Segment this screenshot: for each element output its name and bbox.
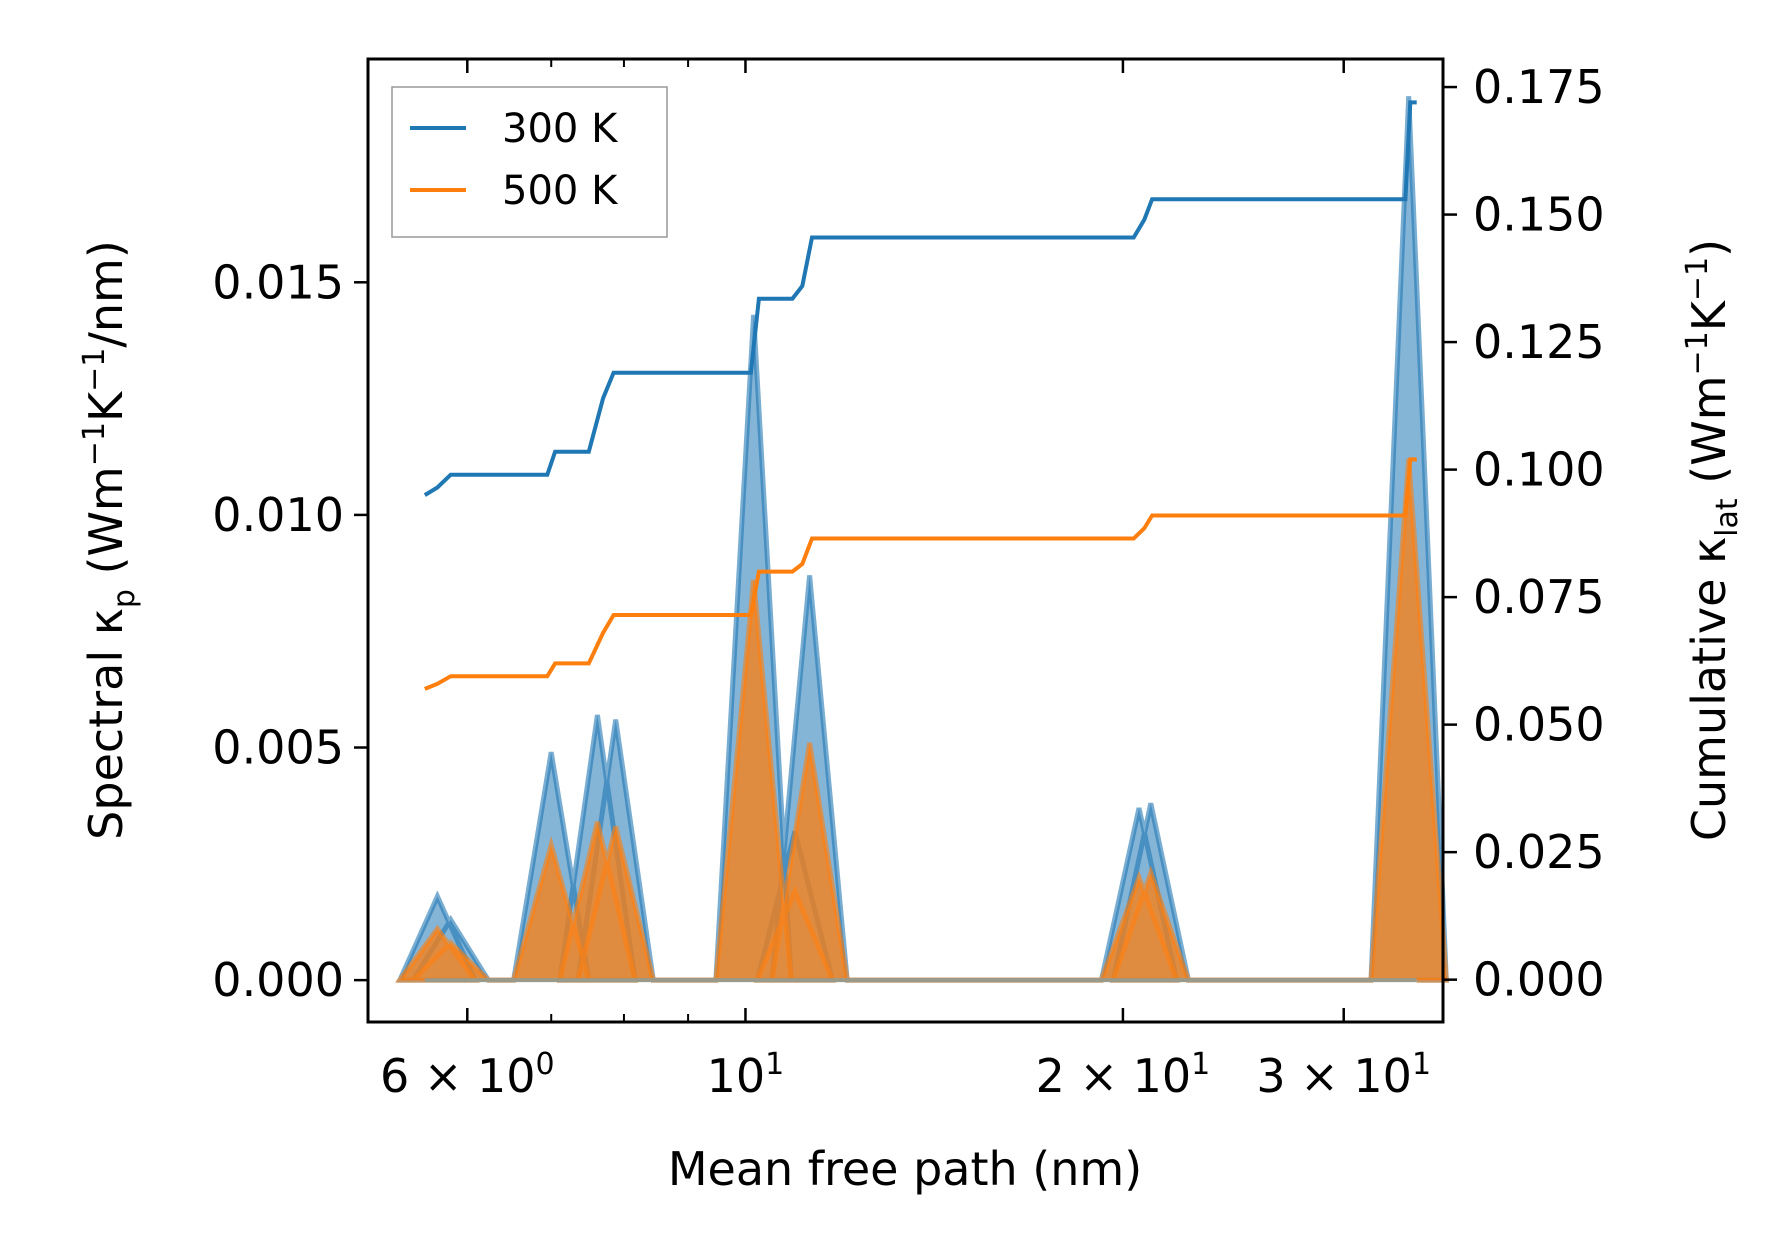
cumulative-line-0 [423,100,1417,497]
y-right-tick-label-6: 0.150 [1473,188,1605,242]
y-right-tick-label-2: 0.050 [1473,698,1605,752]
y-left-tick-label-1: 0.005 [212,721,344,775]
y-right-tick-label-3: 0.075 [1473,570,1605,624]
plot-frame [366,57,1445,1024]
y-right-tick-label-5: 0.125 [1473,315,1605,369]
x-tick-label-0: 6 × 100 [380,1047,555,1103]
cumulative-line-1 [424,457,1417,691]
legend: 300 K 500 K [391,86,668,238]
y-axis-right: 0.000 0.025 0.050 0.075 0.100 0.125 0.150 0.175 [1443,60,1605,1007]
x-axis-title: Mean free path (nm) [668,1142,1142,1196]
legend-label-500k: 500 K [502,168,619,214]
y-right-tick-label-0: 0.000 [1473,953,1605,1007]
y-left-tick-label-3: 0.015 [212,255,344,309]
plot-area [394,96,1449,983]
y-axis-left-title: Spectral κp (Wm−1K−1/nm) [77,240,142,840]
y-axis-left: 0.000 0.005 0.010 0.015 [212,255,368,1007]
legend-label-300k: 300 K [502,106,619,152]
y-right-tick-label-4: 0.100 [1473,443,1605,497]
y-left-tick-label-2: 0.010 [212,488,344,542]
y-right-tick-label-1: 0.025 [1473,825,1605,879]
y-right-tick-label-7: 0.175 [1473,60,1605,114]
legend-box [391,86,668,238]
y-left-tick-label-0: 0.000 [212,953,344,1007]
x-tick-label-3: 3 × 101 [1256,1047,1431,1103]
y-axis-right-title: Cumulative κlat (Wm−1K−1) [1680,239,1745,841]
x-axis: 6 × 100 101 2 × 101 3 × 101 [380,59,1431,1103]
x-tick-label-2: 2 × 101 [1036,1047,1211,1103]
x-tick-label-1: 101 [707,1047,785,1103]
